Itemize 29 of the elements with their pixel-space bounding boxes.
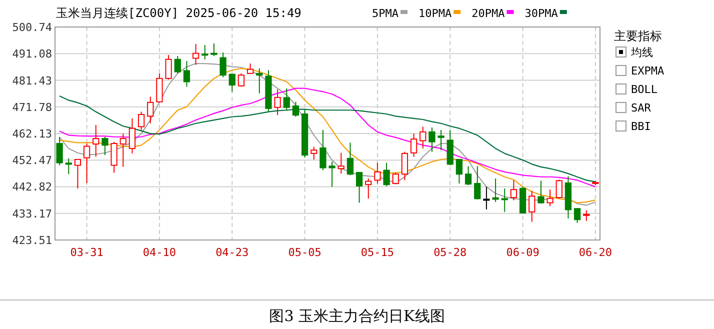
y-tick-label: 491.08: [12, 48, 52, 61]
text: SAR: [631, 102, 652, 114]
x-tick-label: 05-05: [288, 246, 322, 259]
x-tick-label: 06-09: [506, 246, 540, 259]
text: 图3 玉米主力合约日K线图: [269, 307, 445, 325]
text: BOLL: [631, 83, 658, 96]
x-tick-label: 04-10: [142, 246, 176, 259]
y-tick-label: 462.13: [12, 127, 52, 140]
x-tick-label: 05-15: [360, 246, 394, 259]
x-tick-label: 04-23: [216, 246, 249, 259]
y-tick-label: 481.43: [12, 74, 52, 88]
legend-label: 5PMA: [372, 7, 399, 20]
legend-label: 20PMA: [472, 7, 506, 20]
text: 均线: [630, 46, 653, 59]
y-tick-label: 442.82: [12, 180, 52, 194]
y-tick-label: 471.78: [12, 100, 52, 114]
x-tick-label: 06-20: [578, 246, 612, 259]
legend-label: 30PMA: [524, 7, 558, 20]
text: 主要指标: [614, 29, 662, 43]
text: BBI: [631, 120, 651, 133]
y-tick-label: 423.51: [12, 234, 52, 247]
y-tick-label: 500.74: [12, 21, 52, 34]
chart-title: 玉米当月连续[ZC00Y] 2025-06-20 15:49: [56, 6, 302, 20]
x-tick-label: 05-28: [434, 246, 467, 259]
y-tick-label: 433.17: [12, 207, 52, 220]
x-tick-label: 03-31: [70, 246, 104, 259]
y-tick-label: 452.47: [12, 154, 52, 168]
text: EXPMA: [631, 64, 664, 78]
legend-label: 10PMA: [418, 7, 452, 20]
